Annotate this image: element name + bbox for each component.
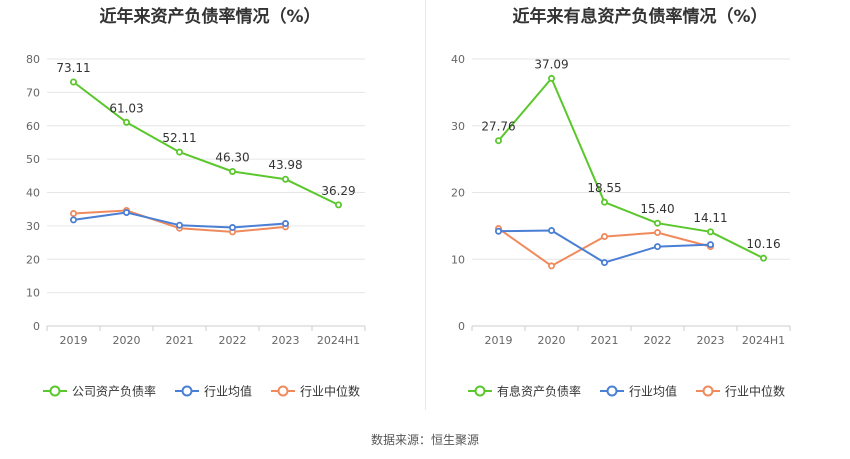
data-label: 52.11 [162,131,196,145]
y-tick-label: 0 [33,320,40,333]
data-point [175,221,183,229]
x-tick-label: 2024H1 [317,334,360,347]
data-label: 27.76 [481,120,515,134]
data-point [600,233,608,241]
x-tick-label: 2019 [60,334,88,347]
y-tick-label: 80 [26,53,40,66]
data-point [495,137,503,145]
legend-label: 行业均值 [629,384,677,399]
x-tick-label: 2020 [113,334,141,347]
y-tick-label: 20 [451,187,465,200]
data-point [759,254,767,262]
legend-label: 行业均值 [204,384,252,399]
y-tick-label: 40 [26,187,40,200]
legend-marker [606,385,618,397]
legend-item[interactable]: 行业中位数 [271,384,360,399]
data-label: 46.30 [215,150,249,164]
data-point [175,148,183,156]
y-tick-label: 70 [26,86,40,99]
y-tick-label: 20 [26,253,40,266]
data-label: 37.09 [534,57,568,71]
x-tick-label: 2023 [697,334,725,347]
data-point [123,209,131,217]
x-tick-label: 2021 [166,334,194,347]
legend-item[interactable]: 行业中位数 [696,384,785,399]
data-point [653,243,661,251]
chart-title-right: 近年来有息资产负债率情况（%） [512,7,768,27]
data-point [495,227,503,235]
data-label: 36.29 [321,184,355,198]
x-tick-label: 2023 [272,334,300,347]
y-tick-label: 50 [26,153,40,166]
legend-marker [474,385,486,397]
interest-bearing-debt-ratio-chart: 0 10 20 30 40 2019 2020 2021 2022 2023 2024H1 27.76… [451,53,791,399]
debt-ratio-chart: 0 10 20 30 40 50 60 70 80 2019 2020 2021 2022 2023 202… [26,53,366,399]
data-label: 14.11 [693,211,727,225]
data-point [70,78,78,86]
data-point [281,175,289,183]
data-point [600,259,608,267]
data-point [653,219,661,227]
x-tick-label: 2022 [644,334,672,347]
legend-marker [181,385,193,397]
legend-label: 行业中位数 [725,384,785,399]
data-label: 15.40 [640,202,674,216]
x-tick-label: 2024H1 [742,334,785,347]
panel-divider [425,0,426,410]
data-point [228,224,236,232]
x-tick-label: 2022 [219,334,247,347]
legend-marker [702,385,714,397]
x-tick-label: 2020 [538,334,566,347]
x-tick-label: 2019 [485,334,513,347]
data-point [600,198,608,206]
legend-item[interactable]: 行业均值 [600,384,677,399]
legend-label: 公司资产负债率 [72,384,156,399]
y-tick-label: 10 [451,253,465,266]
y-tick-label: 0 [458,320,465,333]
legend-label: 有息资产负债率 [497,384,581,399]
data-point [706,228,714,236]
series-line [72,81,339,206]
legend-label: 行业中位数 [300,384,360,399]
y-tick-label: 60 [26,120,40,133]
x-tick-label: 2021 [591,334,619,347]
data-point [548,74,556,82]
legend-item[interactable]: 行业均值 [175,384,252,399]
data-point [70,216,78,224]
legend-marker [49,385,61,397]
data-point [228,167,236,175]
data-label: 73.11 [56,61,90,75]
data-label: 61.03 [109,101,143,115]
data-point [548,227,556,235]
y-tick-label: 10 [26,287,40,300]
legend-item[interactable]: 公司资产负债率 [43,384,156,399]
data-point [334,201,342,209]
chart-title-left: 近年来资产负债率情况（%） [99,7,321,27]
data-label: 18.55 [587,181,621,195]
y-tick-label: 30 [451,120,465,133]
y-tick-label: 40 [451,53,465,66]
legend-marker [277,385,289,397]
data-point [548,262,556,270]
y-tick-label: 30 [26,220,40,233]
data-label: 10.16 [746,237,780,251]
data-point [123,118,131,126]
data-point [281,220,289,228]
data-point [706,241,714,249]
data-source: 数据来源：恒生聚源 [370,433,479,447]
series-line [497,77,764,260]
data-point [653,229,661,237]
data-point [70,210,78,218]
data-label: 43.98 [268,158,302,172]
legend-item[interactable]: 有息资产负债率 [468,384,581,399]
